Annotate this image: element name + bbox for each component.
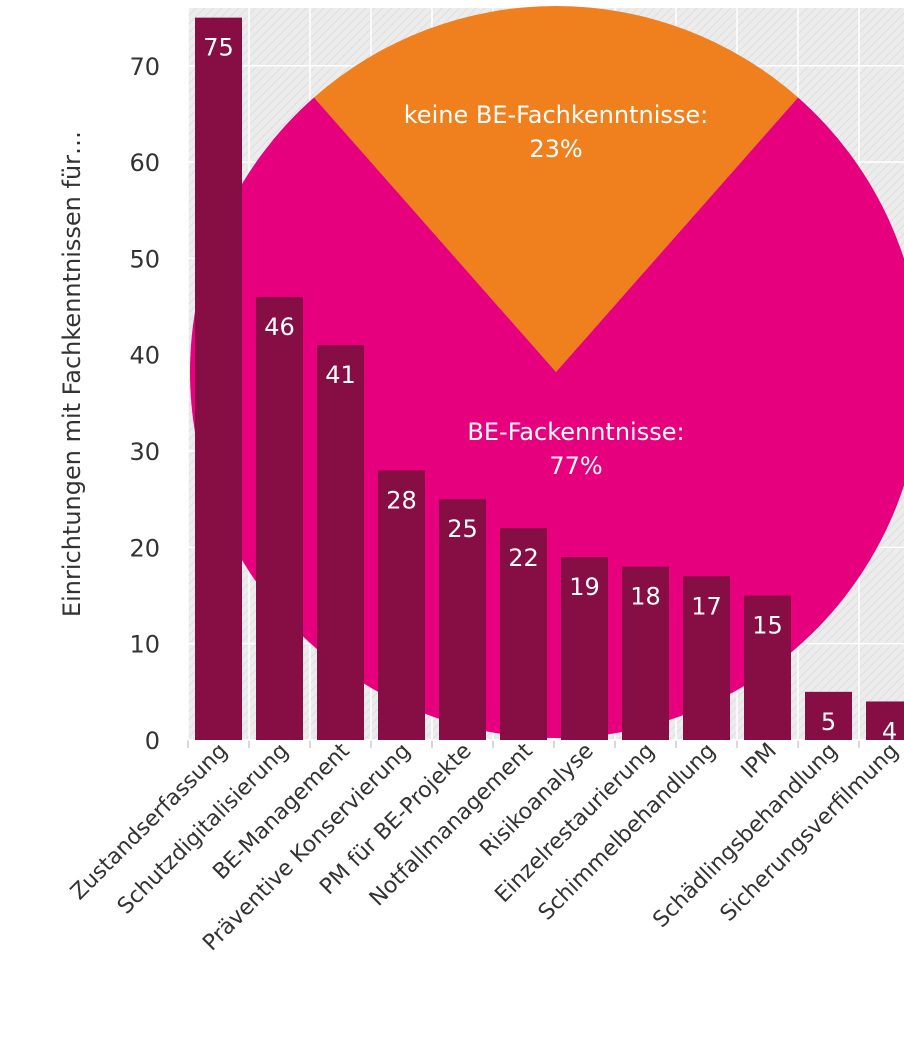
value-label: 19 — [569, 573, 600, 601]
value-label: 25 — [447, 515, 478, 543]
y-tick-label: 0 — [145, 727, 160, 755]
bar — [500, 528, 547, 740]
bar — [317, 345, 364, 740]
value-label: 17 — [691, 592, 722, 620]
bar — [561, 557, 608, 740]
pie-value-label: 23% — [529, 135, 582, 163]
y-tick-label: 70 — [129, 53, 160, 81]
value-label: 46 — [264, 313, 295, 341]
y-tick-label: 20 — [129, 534, 160, 562]
value-label: 15 — [752, 612, 783, 640]
x-tick-label: IPM — [737, 739, 782, 784]
bar — [805, 691, 852, 740]
value-label: 28 — [386, 486, 417, 514]
value-label: 41 — [325, 361, 356, 389]
value-label: 4 — [882, 717, 897, 745]
y-tick-label: 50 — [129, 245, 160, 273]
bar — [683, 576, 730, 740]
bar — [195, 17, 242, 740]
bar — [744, 595, 791, 740]
y-tick-label: 10 — [129, 631, 160, 659]
bar — [378, 470, 425, 740]
value-label: 75 — [203, 34, 234, 62]
bar — [622, 566, 669, 740]
y-tick-label: 40 — [129, 342, 160, 370]
pie-label: BE-Fackenntnisse: — [467, 418, 684, 446]
pie-value-label: 77% — [549, 452, 602, 480]
y-tick-label: 30 — [129, 438, 160, 466]
value-label: 18 — [630, 583, 661, 611]
bar — [256, 296, 303, 740]
value-label: 5 — [821, 708, 836, 736]
bar — [439, 499, 486, 740]
bar — [866, 701, 904, 740]
pie-label: keine BE-Fachkenntnisse: — [404, 101, 708, 129]
y-tick-label: 60 — [129, 149, 160, 177]
pie-slice — [313, 6, 799, 373]
y-axis-label: Einrichtungen mit Fachkenntnissen für… — [58, 131, 86, 617]
value-label: 22 — [508, 544, 539, 572]
